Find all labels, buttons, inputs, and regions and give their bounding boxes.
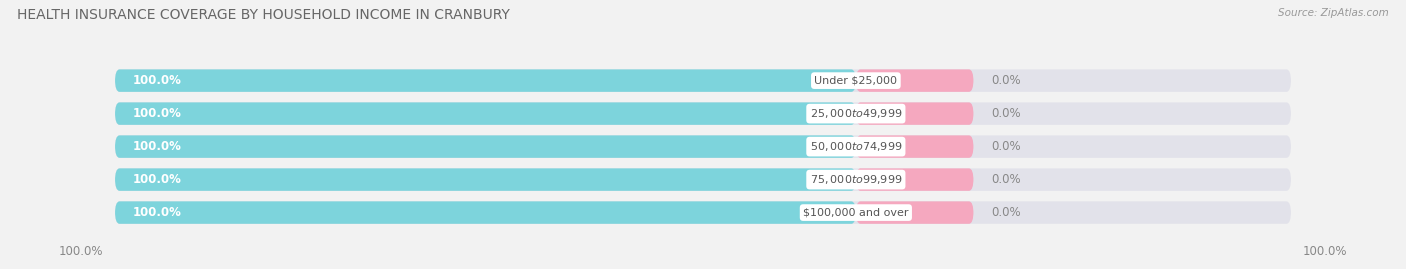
FancyBboxPatch shape (115, 69, 856, 92)
Text: 0.0%: 0.0% (991, 74, 1021, 87)
FancyBboxPatch shape (115, 102, 1291, 125)
FancyBboxPatch shape (115, 135, 1291, 158)
Text: 0.0%: 0.0% (991, 140, 1021, 153)
Text: 100.0%: 100.0% (132, 140, 181, 153)
Text: $25,000 to $49,999: $25,000 to $49,999 (810, 107, 903, 120)
FancyBboxPatch shape (856, 201, 973, 224)
Text: 100.0%: 100.0% (132, 173, 181, 186)
FancyBboxPatch shape (115, 168, 856, 191)
Text: $100,000 and over: $100,000 and over (803, 208, 908, 218)
Text: 100.0%: 100.0% (59, 245, 104, 258)
Text: 0.0%: 0.0% (991, 173, 1021, 186)
Text: 100.0%: 100.0% (132, 107, 181, 120)
FancyBboxPatch shape (115, 168, 1291, 191)
FancyBboxPatch shape (115, 135, 856, 158)
FancyBboxPatch shape (115, 201, 1291, 224)
Text: HEALTH INSURANCE COVERAGE BY HOUSEHOLD INCOME IN CRANBURY: HEALTH INSURANCE COVERAGE BY HOUSEHOLD I… (17, 8, 510, 22)
Text: Under $25,000: Under $25,000 (814, 76, 897, 86)
FancyBboxPatch shape (115, 201, 856, 224)
Text: 100.0%: 100.0% (132, 206, 181, 219)
FancyBboxPatch shape (856, 135, 973, 158)
FancyBboxPatch shape (856, 168, 973, 191)
FancyBboxPatch shape (115, 102, 856, 125)
FancyBboxPatch shape (115, 69, 1291, 92)
Text: $75,000 to $99,999: $75,000 to $99,999 (810, 173, 903, 186)
Text: 100.0%: 100.0% (132, 74, 181, 87)
FancyBboxPatch shape (856, 102, 973, 125)
Text: $50,000 to $74,999: $50,000 to $74,999 (810, 140, 903, 153)
Text: 0.0%: 0.0% (991, 206, 1021, 219)
Text: 0.0%: 0.0% (991, 107, 1021, 120)
FancyBboxPatch shape (856, 69, 973, 92)
Text: 100.0%: 100.0% (1302, 245, 1347, 258)
Text: Source: ZipAtlas.com: Source: ZipAtlas.com (1278, 8, 1389, 18)
